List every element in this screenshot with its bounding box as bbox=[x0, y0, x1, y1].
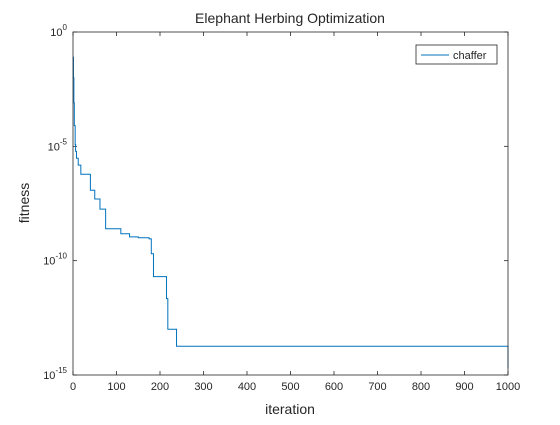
x-tick-label: 700 bbox=[368, 381, 386, 393]
axes-box bbox=[72, 31, 509, 376]
series-layer bbox=[72, 56, 509, 369]
legend-label: chaffer bbox=[453, 50, 487, 62]
y-tick-label-exponent: 0 bbox=[63, 23, 68, 32]
y-tick-label-exponent: -5 bbox=[60, 137, 68, 146]
y-tick-label: 10-10 bbox=[43, 252, 67, 268]
x-tick-label: 300 bbox=[194, 381, 212, 393]
x-tick-label: 200 bbox=[151, 381, 169, 393]
x-tick-label: 1000 bbox=[496, 381, 520, 393]
plot-area bbox=[73, 32, 508, 375]
x-tick-label: 600 bbox=[325, 381, 343, 393]
x-tick-label: 800 bbox=[412, 381, 430, 393]
x-tick-labels: 0 100 200 300 400 500 600 700 800 900 1000 bbox=[70, 381, 520, 393]
legend: chaffer bbox=[415, 44, 498, 65]
x-tick-label: 500 bbox=[281, 381, 299, 393]
series-line-chaffer bbox=[72, 56, 509, 369]
x-tick-label: 900 bbox=[455, 381, 473, 393]
y-tick-label-base: 10 bbox=[43, 256, 55, 268]
chart-title: Elephant Herbing Optimization bbox=[195, 10, 385, 26]
y-tick-label-base: 10 bbox=[50, 27, 62, 39]
x-tick-label: 100 bbox=[107, 381, 125, 393]
y-tick-label: 100 bbox=[50, 23, 67, 39]
x-tick-label: 0 bbox=[70, 381, 76, 393]
y-tick-label-exponent: -15 bbox=[55, 366, 67, 375]
y-tick-label-base: 10 bbox=[43, 370, 55, 382]
x-tick-label: 400 bbox=[238, 381, 256, 393]
y-tick-label: 10-15 bbox=[43, 366, 67, 382]
y-tick-label-base: 10 bbox=[48, 141, 60, 153]
y-axis-label: fitness bbox=[16, 183, 32, 223]
y-tick-label: 10-5 bbox=[48, 137, 68, 153]
legend-box bbox=[415, 44, 498, 65]
x-axis-label: iteration bbox=[265, 401, 315, 417]
y-tick-label-exponent: -10 bbox=[55, 252, 67, 261]
